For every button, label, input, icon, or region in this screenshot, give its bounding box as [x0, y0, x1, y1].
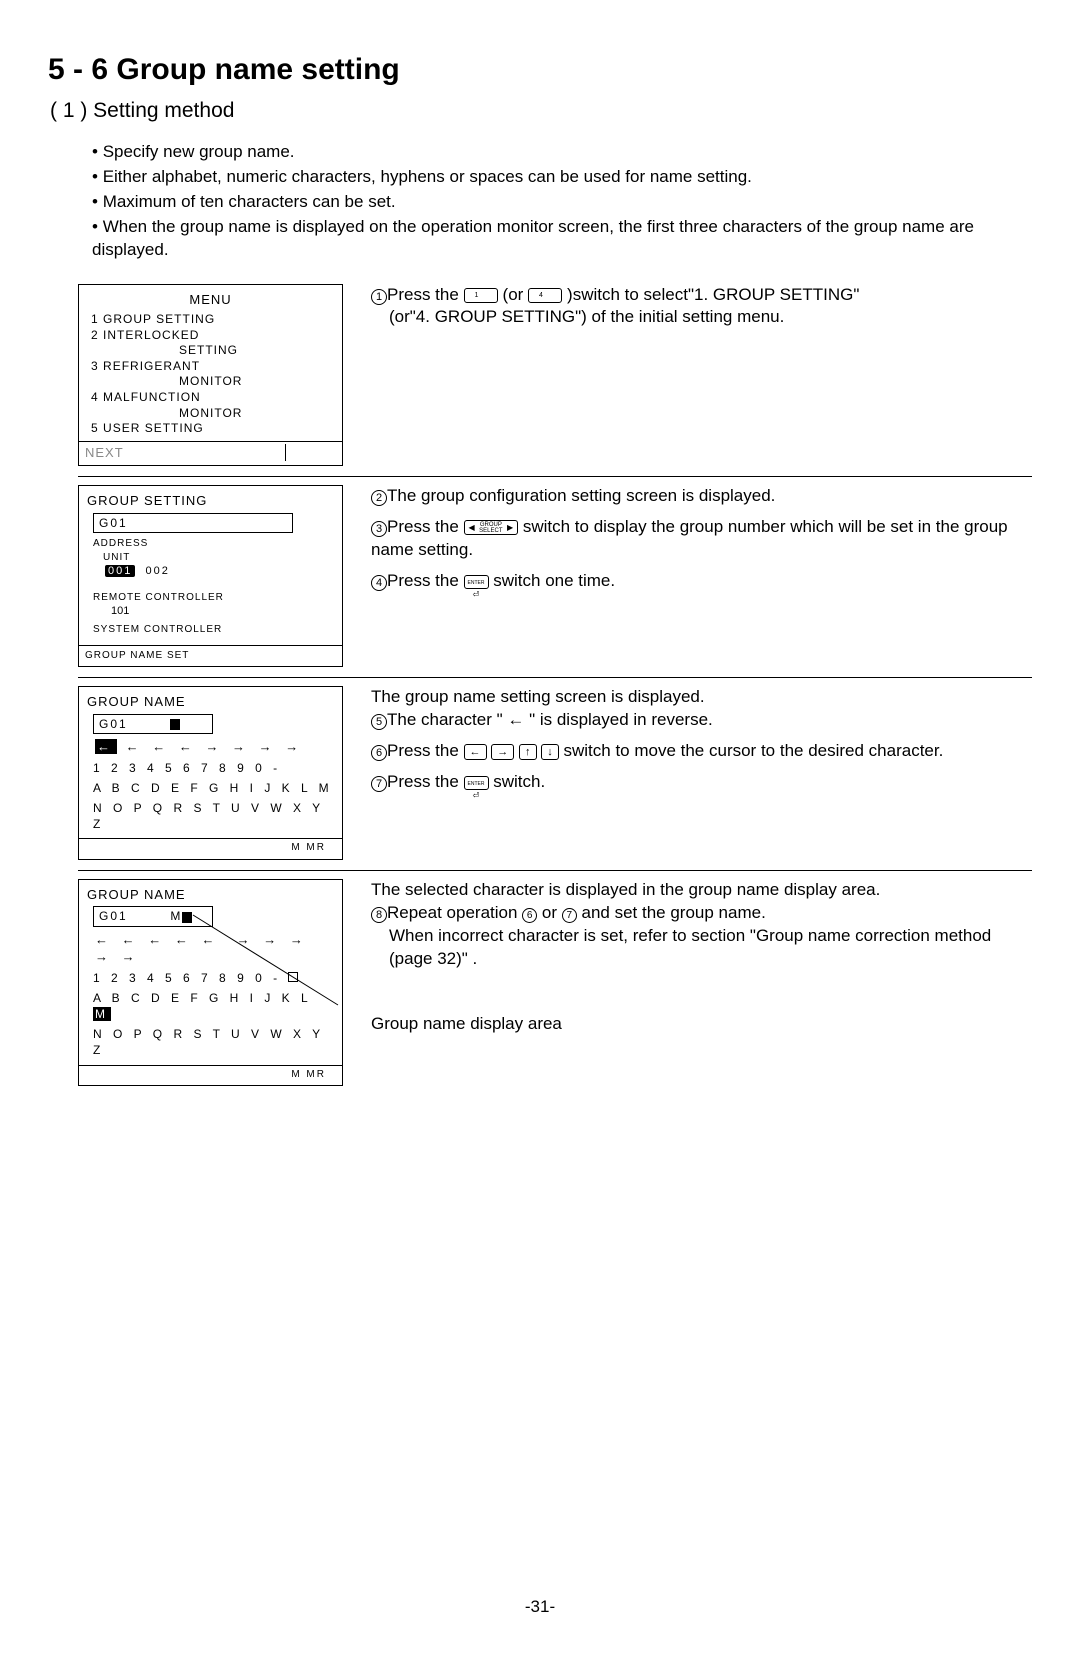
menu-item: 5 USER SETTING — [87, 421, 334, 437]
group-id-box: G01 — [93, 513, 293, 533]
bullet: Specify new group name. — [92, 141, 1032, 164]
down-key: ↓ — [541, 744, 559, 760]
screen-group-setting: GROUP SETTING G01 ADDRESS UNIT 001 002 R… — [78, 485, 343, 667]
step-3: 3Press the ◀ GROUPSELECT ▶ switch to dis… — [371, 516, 1032, 562]
left-key: ← — [464, 744, 487, 760]
page-number: -31- — [48, 1596, 1032, 1619]
cursor-icon — [170, 719, 180, 730]
group-select-key: ◀ GROUPSELECT ▶ — [464, 520, 519, 535]
group-name-box: G01 M — [93, 906, 213, 926]
arrow-row: ← ← ← ← → → → → — [95, 738, 334, 756]
step-4: 4Press the ENTER⏎ switch one time. — [371, 570, 1032, 593]
bullet: When the group name is displayed on the … — [92, 216, 1032, 262]
screen-menu: MENU 1 GROUP SETTING 2 INTERLOCKEDSETTIN… — [78, 284, 343, 467]
menu-item: 3 REFRIGERANTMONITOR — [87, 359, 334, 390]
enter-key: ENTER⏎ — [464, 575, 489, 589]
screen-group-name-2: GROUP NAME G01 M ← ← ← ← ← → → → → → 1 2… — [78, 879, 343, 1086]
unit-selected: 001 — [105, 565, 135, 577]
up-key: ↑ — [519, 744, 537, 760]
leader-label: Group name display area — [371, 1013, 1032, 1036]
menu-next: NEXT — [85, 444, 285, 462]
step-7: 7Press the ENTER⏎ switch. — [371, 771, 1032, 794]
bullet: Maximum of ten characters can be set. — [92, 191, 1032, 214]
group-name-box: G01 — [93, 714, 213, 734]
intro-bullets: Specify new group name. Either alphabet,… — [48, 141, 1032, 262]
step-6: 6Press the ← → ↑ ↓ switch to move the cu… — [371, 740, 1032, 763]
selected-char: M — [93, 1007, 111, 1021]
step-5: 5The character " ← " is displayed in rev… — [371, 709, 1032, 732]
key-1: 1 — [464, 288, 498, 303]
menu-item: 1 GROUP SETTING — [87, 312, 334, 328]
enter-key: ENTER⏎ — [464, 776, 489, 790]
menu-item: 2 INTERLOCKEDSETTING — [87, 328, 334, 359]
page-title: 5 - 6 Group name setting — [48, 50, 1032, 91]
step-8: 8Repeat operation 6 or 7 and set the gro… — [371, 902, 1032, 971]
menu-item: 4 MALFUNCTIONMONITOR — [87, 390, 334, 421]
right-key: → — [491, 744, 514, 760]
section-subtitle: ( 1 ) Setting method — [50, 97, 1032, 125]
key-4: 4 — [528, 288, 562, 303]
bullet: Either alphabet, numeric characters, hyp… — [92, 166, 1032, 189]
screen-group-name-1: GROUP NAME G01 ← ← ← ← → → → → 1 2 3 4 5… — [78, 686, 343, 860]
step-1: 1Press the 1 (or 4 )switch to select"1. … — [371, 284, 1032, 330]
box-icon — [288, 972, 298, 982]
step-2: 2The group configuration setting screen … — [371, 485, 1032, 508]
menu-title: MENU — [87, 291, 334, 309]
arrow-row: ← ← ← ← ← → → → → → — [95, 931, 334, 966]
cursor-icon — [182, 912, 192, 923]
